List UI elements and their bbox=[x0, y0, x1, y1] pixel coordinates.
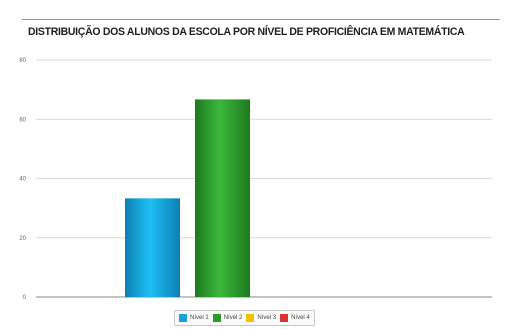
legend-item: Nível 3 bbox=[246, 314, 276, 322]
legend-label: Nível 3 bbox=[257, 315, 277, 321]
y-tick-label: 40 bbox=[19, 177, 26, 183]
legend-swatch bbox=[179, 314, 187, 322]
bar-n-vel-1 bbox=[125, 198, 180, 297]
y-tick-label: 0 bbox=[23, 295, 27, 301]
legend-label: Nível 1 bbox=[190, 315, 209, 321]
y-tick-label: 60 bbox=[19, 117, 26, 123]
chart-title: DISTRIBUIÇÃO DOS ALUNOS DA ESCOLA POR NÍ… bbox=[28, 25, 465, 39]
legend-label: Nível 4 bbox=[291, 315, 310, 321]
legend-swatch bbox=[212, 314, 221, 322]
legend-item: Nível 4 bbox=[280, 314, 310, 322]
chart-legend: Nível 1 Nível 2 Nível 3 Nível 4 bbox=[174, 310, 315, 326]
legend-item: Nível 1 bbox=[179, 314, 209, 322]
y-tick-label: 80 bbox=[19, 58, 26, 64]
y-tick-label: 20 bbox=[19, 236, 26, 242]
title-rule bbox=[22, 19, 500, 20]
legend-swatch bbox=[246, 314, 255, 322]
legend-item: Nível 2 bbox=[212, 314, 243, 322]
bar-n-vel-2 bbox=[195, 99, 250, 298]
legend-swatch bbox=[280, 314, 289, 322]
legend-label: Nível 2 bbox=[223, 315, 243, 321]
